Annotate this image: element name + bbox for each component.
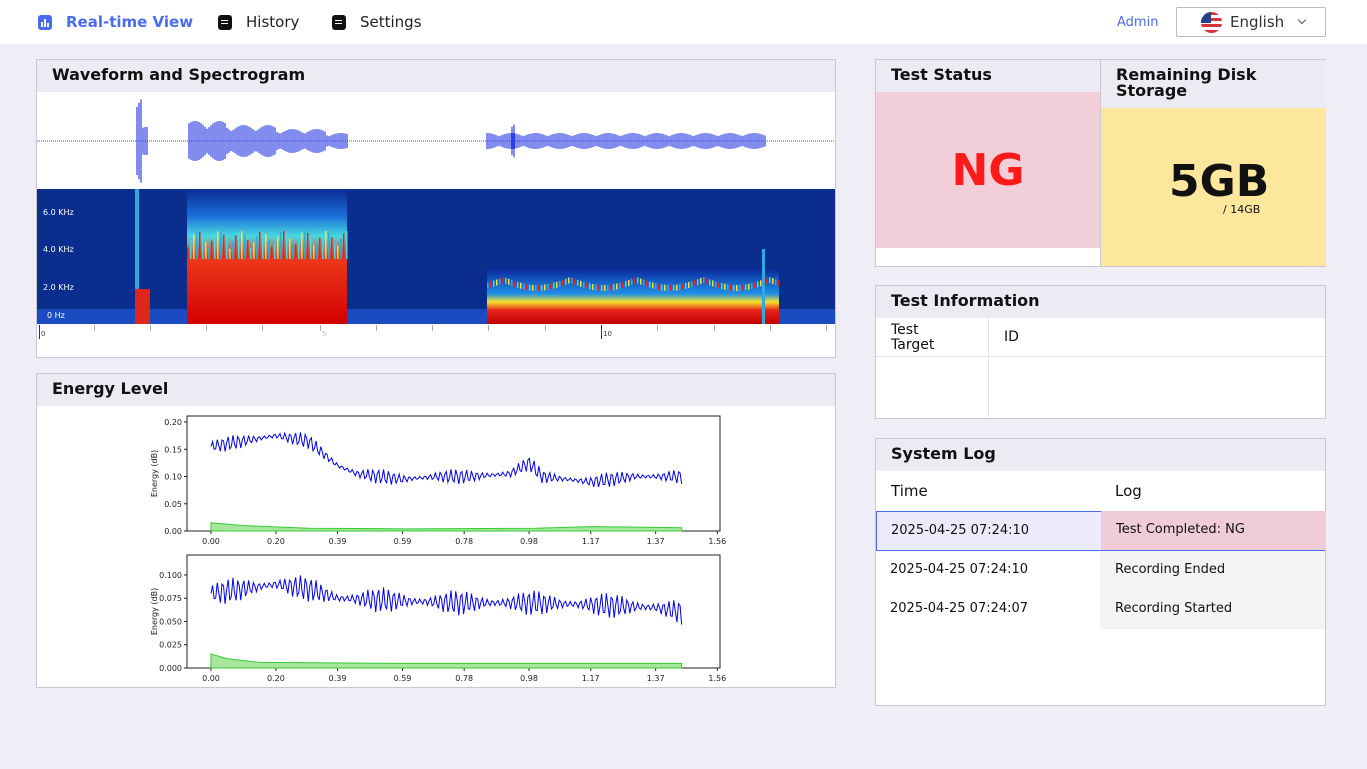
chart-bar-icon <box>38 14 52 30</box>
y-tick-label: 0.20 <box>164 418 182 427</box>
log-row[interactable]: 2025-04-25 07:24:10 Test Completed: NG <box>876 511 1326 551</box>
freq-label: 0 Hz <box>47 311 65 320</box>
disk-storage: Remaining Disk Storage 5GB / 14GB <box>1100 60 1326 266</box>
x-tick-label: 0.00 <box>202 674 220 683</box>
chevron-down-icon <box>1297 15 1307 25</box>
user-link[interactable]: Admin <box>1117 14 1159 30</box>
x-tick-label: 1.37 <box>647 537 665 546</box>
waveform-panel: Waveform and Spectrogram <box>36 59 836 358</box>
y-tick-label: 0.10 <box>164 473 182 482</box>
time-tick: 0 <box>41 330 46 338</box>
disk-total: / 14GB <box>1223 203 1261 216</box>
x-tick-label: 0.98 <box>520 674 538 683</box>
y-tick-label: 0.15 <box>164 445 182 454</box>
energy-charts: 0.20 0.15 0.10 0.05 0.00 0.00 0.20 0.39 0.59 0.78… <box>150 415 726 683</box>
nav-label: Real-time View <box>66 13 194 31</box>
us-flag-icon <box>1201 11 1222 33</box>
log-time: 2025-04-25 07:24:10 <box>891 523 1030 538</box>
info-value: ID <box>1004 329 1019 345</box>
energy-panel: Energy Level 0.20 0.15 0.10 0.05 0.00 0.00 0.2… <box>36 373 836 688</box>
document-icon <box>218 14 232 30</box>
x-tick-label: 1.37 <box>647 674 665 683</box>
status-panel: Test Status NG Remaining Disk Storage 5G… <box>875 59 1326 267</box>
info-row: Test Target ID <box>876 318 1325 357</box>
language-select[interactable]: English <box>1176 7 1326 37</box>
x-tick-label: 1.56 <box>708 537 726 546</box>
test-info-panel: Test Information Test Target ID <box>875 285 1326 419</box>
log-row[interactable]: 2025-04-25 07:24:07 Recording Started <box>876 590 1325 629</box>
col-time: Time <box>891 482 928 500</box>
waveform <box>37 99 835 183</box>
x-tick-label: 0.39 <box>329 674 347 683</box>
series-line <box>210 431 683 488</box>
nav-settings[interactable]: Settings <box>332 0 422 44</box>
x-tick-label: 0.20 <box>267 674 285 683</box>
x-tick-label: 0.59 <box>394 537 412 546</box>
test-status-value: NG <box>876 92 1100 248</box>
x-tick-label: 1.56 <box>708 674 726 683</box>
time-axis: 0 5 10 <box>37 324 835 344</box>
log-row[interactable]: 2025-04-25 07:24:10 Recording Ended <box>876 551 1325 590</box>
plot-frame <box>186 415 721 532</box>
x-tick-label: 1.17 <box>582 537 600 546</box>
y-axis-label: Energy (dB) <box>150 450 159 497</box>
panel-title: Waveform and Spectrogram <box>37 60 835 92</box>
freq-label: 4.0 KHz <box>43 245 74 254</box>
disk-body: 5GB / 14GB <box>1101 108 1326 266</box>
y-tick-label: 0.05 <box>164 500 182 509</box>
series-fill <box>210 653 683 669</box>
plot-frame <box>186 554 721 669</box>
y-tick-label: 0.000 <box>159 664 182 673</box>
log-message: Recording Ended <box>1100 551 1325 590</box>
series-line <box>210 575 683 625</box>
x-tick-label: 0.98 <box>520 537 538 546</box>
time-tick: 5 <box>322 330 327 338</box>
series-fill <box>210 522 683 532</box>
y-tick-label: 0.00 <box>164 527 182 536</box>
system-log-panel: System Log Time Log 2025-04-25 07:24:10 … <box>875 438 1326 706</box>
log-time: 2025-04-25 07:24:10 <box>890 562 1029 577</box>
log-header: Time Log <box>876 471 1325 511</box>
disk-title: Remaining Disk Storage <box>1101 60 1326 108</box>
nav-label: History <box>246 13 300 31</box>
nav-history[interactable]: History <box>218 0 299 44</box>
disk-free: 5GB <box>1169 156 1270 207</box>
panel-title: System Log <box>876 439 1325 471</box>
column-divider <box>988 318 989 417</box>
x-tick-label: 0.00 <box>202 537 220 546</box>
y-tick-label: 0.100 <box>159 571 182 580</box>
x-tick-label: 0.20 <box>267 537 285 546</box>
top-bar: Real-time View History Settings Admin En… <box>0 0 1367 44</box>
y-axis-label: Energy (dB) <box>150 588 159 635</box>
log-message: Test Completed: NG <box>1101 511 1326 550</box>
time-tick: 10 <box>603 330 612 338</box>
panel-title: Test Information <box>876 286 1325 318</box>
nav-label: Settings <box>360 13 422 31</box>
log-time: 2025-04-25 07:24:07 <box>890 601 1029 616</box>
freq-label: 2.0 KHz <box>43 283 74 292</box>
x-tick-label: 0.78 <box>455 537 473 546</box>
spectrogram <box>37 189 835 324</box>
document-icon <box>332 14 346 30</box>
nav-real-time-view[interactable]: Real-time View <box>38 0 193 44</box>
col-log: Log <box>1115 482 1142 500</box>
info-key: Test Target <box>891 322 935 353</box>
log-message: Recording Started <box>1100 590 1325 629</box>
x-tick-label: 0.59 <box>394 674 412 683</box>
x-tick-label: 0.78 <box>455 674 473 683</box>
panel-title: Energy Level <box>37 374 835 406</box>
y-tick-label: 0.050 <box>159 617 182 626</box>
x-tick-label: 1.17 <box>582 674 600 683</box>
test-status-title: Test Status <box>876 60 1100 92</box>
language-label: English <box>1230 13 1285 31</box>
freq-label: 6.0 KHz <box>43 208 74 217</box>
y-tick-label: 0.025 <box>159 641 182 650</box>
x-tick-label: 0.39 <box>329 537 347 546</box>
y-tick-label: 0.075 <box>159 594 182 603</box>
